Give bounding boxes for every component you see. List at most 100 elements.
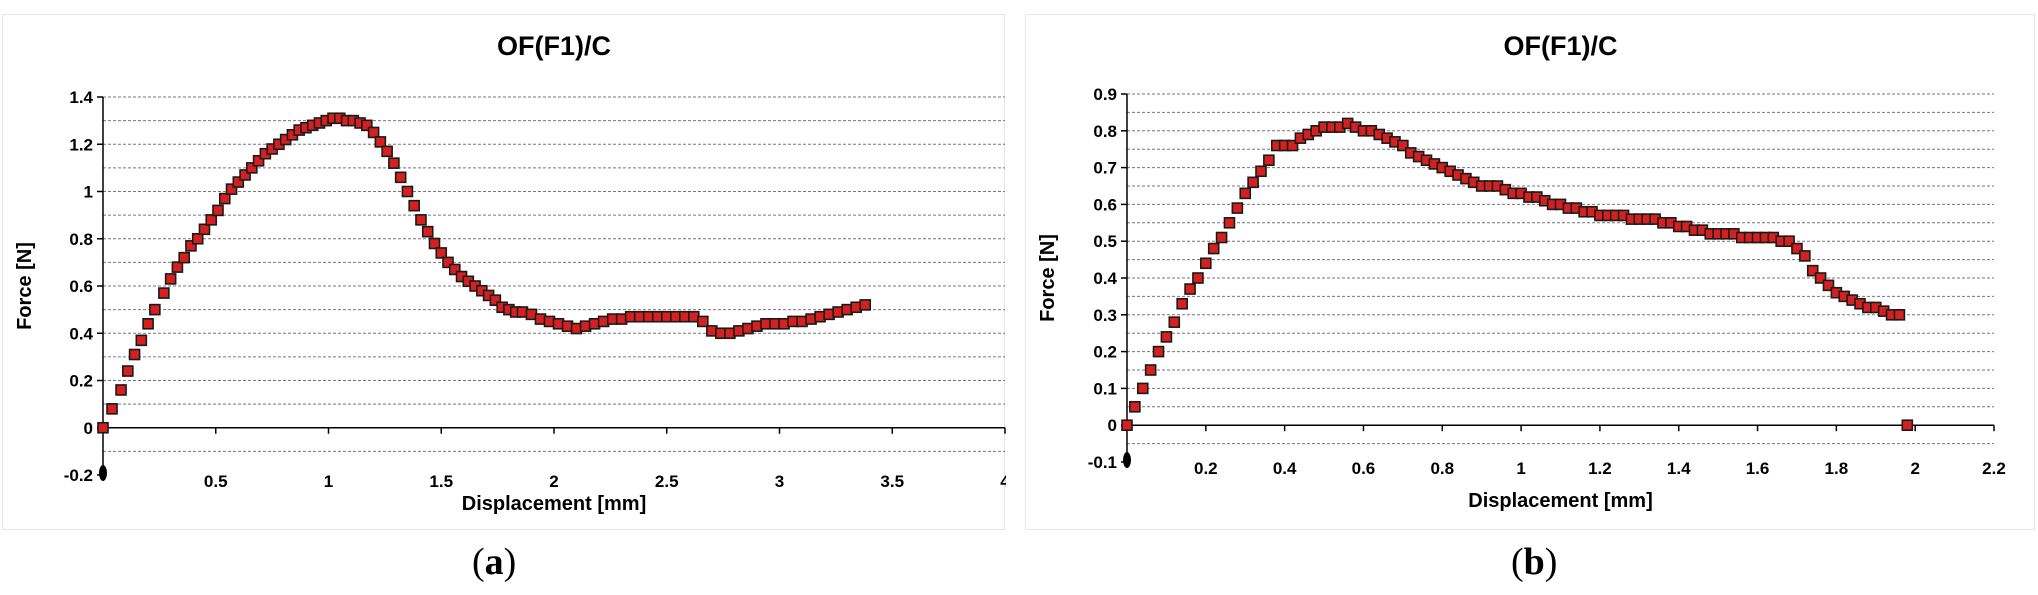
chart-a-data-point xyxy=(388,157,400,169)
chart-a-origin-marker xyxy=(99,465,107,481)
chart-b-data-point xyxy=(1223,217,1236,229)
chart-a-y-tick-label: 1.2 xyxy=(69,135,93,154)
chart-b-data-point xyxy=(1168,316,1181,328)
chart-b-data-point xyxy=(1286,139,1299,152)
chart-a-data-point xyxy=(97,421,109,434)
chart-b-data-point xyxy=(1893,308,1906,321)
chart-b-data-point xyxy=(1791,242,1803,255)
chart-a-x-tick-label: 1.5 xyxy=(429,472,453,491)
chart-a-data-point xyxy=(246,162,258,174)
chart-b-x-tick-label: 0.4 xyxy=(1273,459,1297,478)
chart-b-data-point xyxy=(1136,382,1149,395)
chart-b-data-point xyxy=(1901,419,1914,432)
chart-a-x-tick-label: 3.5 xyxy=(880,472,904,491)
caption-a: (a) xyxy=(472,541,517,583)
chart-b-y-tick-label: 0.5 xyxy=(1093,232,1117,251)
chart-a-data-point xyxy=(448,263,461,276)
chart-a-data-point xyxy=(142,317,154,330)
chart-a-y-tick-label: 1.4 xyxy=(69,88,93,107)
chart-b-x-tick-label: 1.6 xyxy=(1746,459,1770,478)
chart-b-y-tick-label: 0.8 xyxy=(1093,122,1117,141)
chart-panel-a: OF(F1)/C -0.2 0 0.2 0.4 0.6 0.8 1 1.2 1.4 0.5 1 1.5 2… xyxy=(2,14,1006,530)
chart-b-y-tick-label: 0.1 xyxy=(1093,379,1117,398)
chart-a-data-point xyxy=(408,199,420,212)
chart-b-x-tick-label: 1 xyxy=(1516,459,1525,478)
chart-b-x-tick-label: 1.4 xyxy=(1667,459,1691,478)
chart-a-data-point xyxy=(859,299,871,311)
chart-b-x-tick-label: 2 xyxy=(1910,459,1919,478)
chart-b-data-point xyxy=(1176,297,1188,310)
chart-b-data-point xyxy=(1397,139,1409,152)
chart-a-data-point xyxy=(212,204,224,217)
chart-a-y-tick-label: -0.2 xyxy=(64,466,93,485)
chart-a-data-point xyxy=(122,365,134,377)
chart-b-data-point xyxy=(1806,264,1819,277)
chart-a-data-point xyxy=(158,287,170,299)
chart-b-title: OF(F1)/C xyxy=(1504,31,1618,61)
chart-a-x-tick-label: 1 xyxy=(324,472,333,491)
chart-b-y-tick-label: 0.9 xyxy=(1093,85,1117,104)
chart-a-x-axis-label: Displacement [mm] xyxy=(462,493,647,515)
chart-a-data-point xyxy=(421,225,434,238)
chart-a-data-point xyxy=(428,237,441,250)
chart-a-data-point xyxy=(367,126,380,139)
chart-b-data-point xyxy=(1814,272,1827,284)
chart-a-data-point xyxy=(381,145,393,158)
chart-b-data-point xyxy=(1783,235,1795,247)
chart-a-data-point xyxy=(128,348,141,361)
chart-a-y-tick-label: 0.4 xyxy=(69,324,93,343)
chart-a-data-point xyxy=(401,185,414,198)
chart-a-svg: OF(F1)/C -0.2 0 0.2 0.4 0.6 0.8 1 1.2 1.4 0.5 1 1.5 2… xyxy=(14,31,1006,515)
chart-b-x-tick-label: 1.2 xyxy=(1588,459,1612,478)
chart-b-data-point xyxy=(1239,187,1252,200)
chart-b-y-tick-label: 0.6 xyxy=(1093,195,1117,214)
chart-a-x-tick-label: 2 xyxy=(549,472,558,491)
chart-b-data-point xyxy=(1799,250,1811,262)
chart-a-x-tick-label: 4 xyxy=(1000,472,1006,491)
chart-a-data-point xyxy=(361,119,373,132)
caption-a-letter: a xyxy=(484,541,504,583)
chart-b-y-tick-label: 0.2 xyxy=(1093,343,1117,362)
chart-a-data-point xyxy=(171,261,184,273)
chart-a-data-point xyxy=(185,240,197,252)
chart-a-y-tick-label: 0.6 xyxy=(69,277,93,296)
chart-a-data-point xyxy=(205,214,218,226)
chart-b-data-point xyxy=(1144,364,1157,376)
chart-a-title: OF(F1)/C xyxy=(497,31,611,61)
chart-a-x-tick-label: 2.5 xyxy=(655,472,679,491)
chart-a-data-point xyxy=(697,315,709,328)
chart-b-x-tick-label: 2.2 xyxy=(1982,459,2006,478)
chart-a-y-axis-label: Force [N] xyxy=(14,242,36,330)
chart-a-y-tick-label: 1 xyxy=(84,183,93,202)
chart-b-x-tick-label: 0.6 xyxy=(1352,459,1376,478)
chart-b-y-tick-label: 0 xyxy=(1108,416,1117,435)
chart-b-data-point xyxy=(1152,345,1165,358)
chart-a-data-point xyxy=(106,403,118,415)
chart-a-data-point xyxy=(164,273,177,285)
chart-a-data-point xyxy=(149,303,161,316)
chart-b-y-tick-label: 0.3 xyxy=(1093,306,1117,325)
chart-a-data-point xyxy=(178,251,190,264)
chart-b-data-point xyxy=(1263,154,1275,167)
chart-a-data-point xyxy=(232,176,245,188)
chart-b-data-point xyxy=(1822,279,1835,292)
chart-a-data-point xyxy=(394,171,407,184)
chart-a-data-point xyxy=(239,169,251,181)
chart-b-y-tick-label: 0.4 xyxy=(1093,269,1117,288)
chart-b-data-point xyxy=(1129,400,1141,413)
chart-a-y-tick-label: 0.2 xyxy=(69,372,93,391)
chart-a-data-point xyxy=(225,183,238,195)
chart-b-origin-marker xyxy=(1123,452,1131,468)
chart-a-y-tick-label: 0 xyxy=(84,419,93,438)
chart-a-data-point xyxy=(435,247,448,259)
chart-a-data-point xyxy=(374,136,387,148)
chart-a-data-point xyxy=(415,214,427,226)
chart-b-x-tick-label: 0.2 xyxy=(1194,459,1218,478)
chart-b-x-tick-label: 1.8 xyxy=(1825,459,1849,478)
chart-a-data-point xyxy=(198,223,211,236)
chart-a-data-point xyxy=(252,154,265,167)
chart-b-data-point xyxy=(1200,257,1212,270)
chart-b-x-axis-label: Displacement [mm] xyxy=(1468,490,1653,512)
caption-b-letter: b xyxy=(1523,541,1545,583)
chart-b-data-point xyxy=(1231,202,1244,214)
